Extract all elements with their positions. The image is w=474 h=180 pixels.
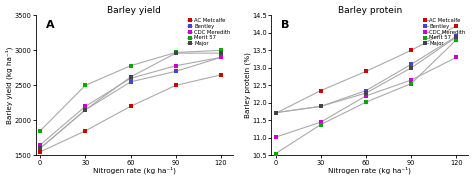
X-axis label: Nitrogen rate (kg ha⁻¹): Nitrogen rate (kg ha⁻¹) <box>328 167 411 174</box>
Title: Barley yield: Barley yield <box>108 6 161 15</box>
Legend: AC Metcalfe, Bentley, CDC Meredith, Merit 57, Major: AC Metcalfe, Bentley, CDC Meredith, Meri… <box>422 18 466 46</box>
X-axis label: Nitrogen rate (kg ha⁻¹): Nitrogen rate (kg ha⁻¹) <box>93 167 176 174</box>
Y-axis label: Barley yield (kg ha⁻¹): Barley yield (kg ha⁻¹) <box>6 47 13 124</box>
Legend: AC Metcalfe, Bentley, CDC Meredith, Merit 57, Major: AC Metcalfe, Bentley, CDC Meredith, Meri… <box>187 18 230 46</box>
Text: A: A <box>46 20 54 30</box>
Title: Barley protein: Barley protein <box>337 6 402 15</box>
Text: B: B <box>281 20 289 30</box>
Y-axis label: Barley protein (%): Barley protein (%) <box>244 52 251 118</box>
